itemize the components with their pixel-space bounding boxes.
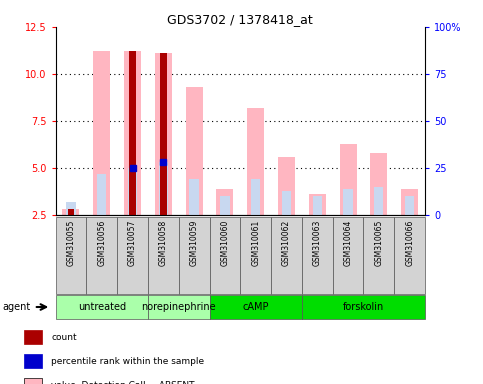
Text: GSM310060: GSM310060 xyxy=(220,219,229,266)
Text: forskolin: forskolin xyxy=(343,302,384,312)
Bar xyxy=(24,330,42,344)
Bar xyxy=(340,144,356,262)
Bar xyxy=(216,189,233,262)
Bar xyxy=(313,196,322,262)
Bar xyxy=(24,354,42,369)
Bar xyxy=(155,53,172,262)
Bar xyxy=(62,209,79,262)
Bar xyxy=(93,51,110,262)
Text: GSM310062: GSM310062 xyxy=(282,219,291,265)
Bar xyxy=(129,51,136,262)
Text: value, Detection Call = ABSENT: value, Detection Call = ABSENT xyxy=(51,381,195,384)
Bar xyxy=(309,194,326,262)
Text: GSM310063: GSM310063 xyxy=(313,219,322,266)
Text: GSM310064: GSM310064 xyxy=(343,219,353,266)
Bar xyxy=(374,187,384,262)
Bar xyxy=(210,217,240,294)
Text: GSM310058: GSM310058 xyxy=(159,219,168,265)
Bar xyxy=(364,217,394,294)
Text: GSM310056: GSM310056 xyxy=(97,219,106,266)
Bar xyxy=(302,217,333,294)
Bar xyxy=(278,157,295,262)
Bar xyxy=(86,217,117,294)
Bar xyxy=(68,209,74,262)
Bar xyxy=(302,295,425,319)
Bar xyxy=(160,53,167,262)
Text: GSM310059: GSM310059 xyxy=(190,219,199,266)
Bar xyxy=(401,189,418,262)
Bar xyxy=(220,196,229,262)
Bar xyxy=(179,217,210,294)
Bar xyxy=(343,189,353,262)
Bar xyxy=(210,295,302,319)
Bar xyxy=(271,217,302,294)
Text: GSM310057: GSM310057 xyxy=(128,219,137,266)
Bar xyxy=(405,196,414,262)
Bar xyxy=(24,378,42,384)
Bar xyxy=(117,217,148,294)
Bar xyxy=(128,168,137,262)
Text: agent: agent xyxy=(2,302,30,312)
Bar xyxy=(247,108,264,262)
Bar xyxy=(97,174,106,262)
Bar xyxy=(370,153,387,262)
Bar xyxy=(148,217,179,294)
Bar xyxy=(394,217,425,294)
Bar xyxy=(282,190,291,262)
Text: untreated: untreated xyxy=(78,302,126,312)
Bar xyxy=(66,202,75,262)
Text: GSM310055: GSM310055 xyxy=(67,219,75,266)
Text: percentile rank within the sample: percentile rank within the sample xyxy=(51,357,204,366)
Text: count: count xyxy=(51,333,77,342)
Text: GSM310066: GSM310066 xyxy=(405,219,414,266)
Text: norepinephrine: norepinephrine xyxy=(142,302,216,312)
Bar xyxy=(333,217,364,294)
Text: cAMP: cAMP xyxy=(242,302,269,312)
Bar xyxy=(124,51,141,262)
Bar xyxy=(56,295,148,319)
Text: GSM310065: GSM310065 xyxy=(374,219,384,266)
Bar xyxy=(251,179,260,262)
Bar xyxy=(240,217,271,294)
Title: GDS3702 / 1378418_at: GDS3702 / 1378418_at xyxy=(168,13,313,26)
Text: GSM310061: GSM310061 xyxy=(251,219,260,265)
Bar xyxy=(189,179,199,262)
Bar xyxy=(56,217,86,294)
Bar xyxy=(159,162,168,262)
Bar xyxy=(185,87,202,262)
Bar xyxy=(148,295,210,319)
